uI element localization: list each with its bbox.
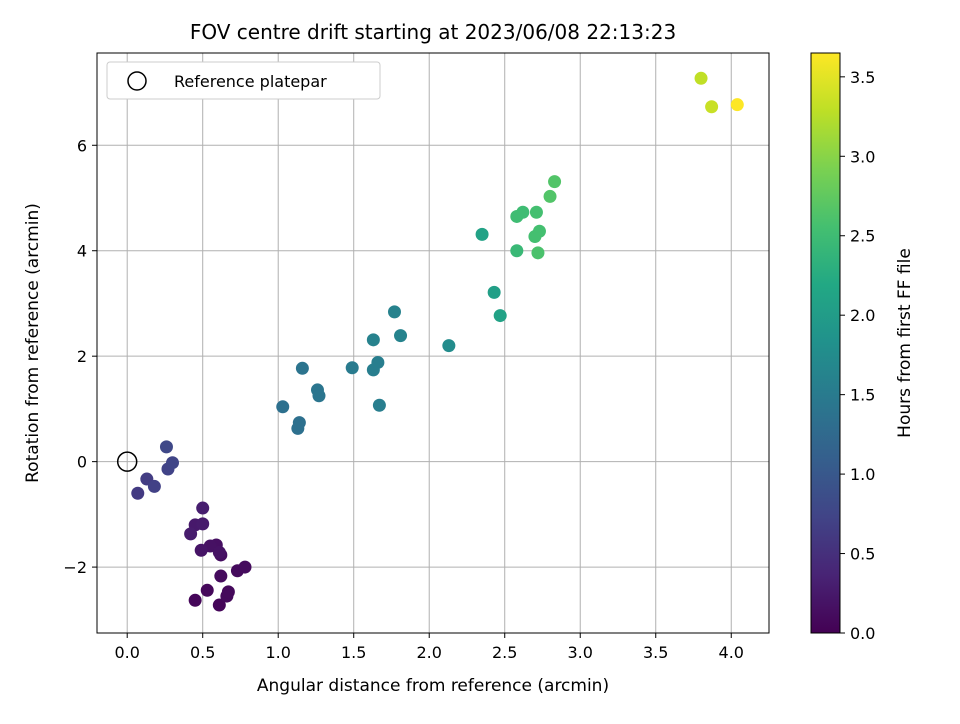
colorbar: 0.0 0.5 1.0 1.5 2.0 2.5 3.0 3.5 Hours from firs… <box>810 52 915 643</box>
colorbar-gradient <box>810 52 841 634</box>
data-point <box>345 361 359 375</box>
data-point <box>295 361 309 375</box>
legend-box <box>106 61 381 100</box>
data-point <box>212 545 226 559</box>
colorbar-tick-label: 2.0 <box>850 306 875 325</box>
data-point <box>493 309 507 323</box>
x-axis-label: Angular distance from reference (arcmin) <box>257 676 609 696</box>
data-point <box>200 583 214 597</box>
colorbar-tick-label: 0.5 <box>850 545 875 564</box>
data-point <box>442 339 456 353</box>
x-axis-ticks: 0.0 0.5 1.0 1.5 2.0 2.5 3.0 3.5 4.0 <box>114 633 744 662</box>
data-point <box>238 560 252 574</box>
data-point <box>312 389 326 403</box>
data-point <box>372 398 386 412</box>
colorbar-tick-label: 2.5 <box>850 227 875 246</box>
data-point <box>705 100 719 114</box>
data-points <box>116 71 744 612</box>
data-point <box>694 71 708 85</box>
data-point <box>196 501 210 515</box>
data-point <box>131 486 145 500</box>
x-tick-label: 2.0 <box>416 643 441 662</box>
data-point <box>548 175 562 189</box>
colorbar-tick-label: 1.5 <box>850 386 875 405</box>
data-point <box>531 246 545 260</box>
colorbar-tick-label: 3.0 <box>850 147 875 166</box>
colorbar-label: Hours from first FF file <box>895 248 915 438</box>
legend-label: Reference platepar <box>174 72 327 91</box>
data-point <box>214 569 228 583</box>
colorbar-tick-label: 1.0 <box>850 465 875 484</box>
x-tick-label: 3.5 <box>643 643 668 662</box>
x-tick-label: 1.0 <box>265 643 290 662</box>
colorbar-ticks: 0.0 0.5 1.0 1.5 2.0 2.5 3.0 3.5 <box>840 68 875 643</box>
data-point <box>510 244 524 258</box>
x-tick-label: 3.0 <box>568 643 593 662</box>
data-point <box>543 189 557 203</box>
y-tick-label: 2 <box>77 347 87 366</box>
reference-platepar-marker <box>116 451 138 472</box>
chart-title: FOV centre drift starting at 2023/06/08 … <box>190 20 676 44</box>
legend-reference-marker <box>127 71 147 91</box>
y-axis-label: Rotation from reference (arcmin) <box>23 203 43 483</box>
colorbar-tick-label: 0.0 <box>850 624 875 643</box>
data-point <box>475 227 489 241</box>
y-tick-label: 0 <box>77 453 87 472</box>
data-point <box>212 598 226 612</box>
data-point <box>221 585 235 599</box>
data-point <box>387 305 401 319</box>
data-point <box>532 224 546 238</box>
data-point <box>516 205 530 219</box>
data-point <box>188 593 202 607</box>
x-tick-label: 0.5 <box>190 643 215 662</box>
y-axis-ticks: −2 0 2 4 6 <box>63 136 97 577</box>
y-tick-label: −2 <box>63 558 87 577</box>
y-tick-label: 6 <box>77 136 87 155</box>
data-point <box>159 440 173 454</box>
data-point <box>194 543 208 557</box>
data-point <box>730 98 744 112</box>
data-point <box>147 479 161 493</box>
x-tick-label: 1.5 <box>341 643 366 662</box>
data-point <box>276 400 290 414</box>
data-point <box>394 329 408 343</box>
data-point <box>196 517 210 531</box>
x-tick-label: 4.0 <box>719 643 744 662</box>
data-point <box>366 333 380 347</box>
colorbar-tick-label: 3.5 <box>850 68 875 87</box>
data-point <box>487 285 501 299</box>
legend: Reference platepar <box>106 61 381 100</box>
data-point <box>184 527 198 541</box>
data-point <box>166 456 180 470</box>
y-tick-label: 4 <box>77 242 87 261</box>
x-tick-label: 2.5 <box>492 643 517 662</box>
grid <box>97 53 769 633</box>
data-point <box>292 416 306 430</box>
data-point <box>529 205 543 219</box>
plot-frame <box>96 52 770 634</box>
data-point <box>371 356 385 370</box>
x-tick-label: 0.0 <box>114 643 139 662</box>
